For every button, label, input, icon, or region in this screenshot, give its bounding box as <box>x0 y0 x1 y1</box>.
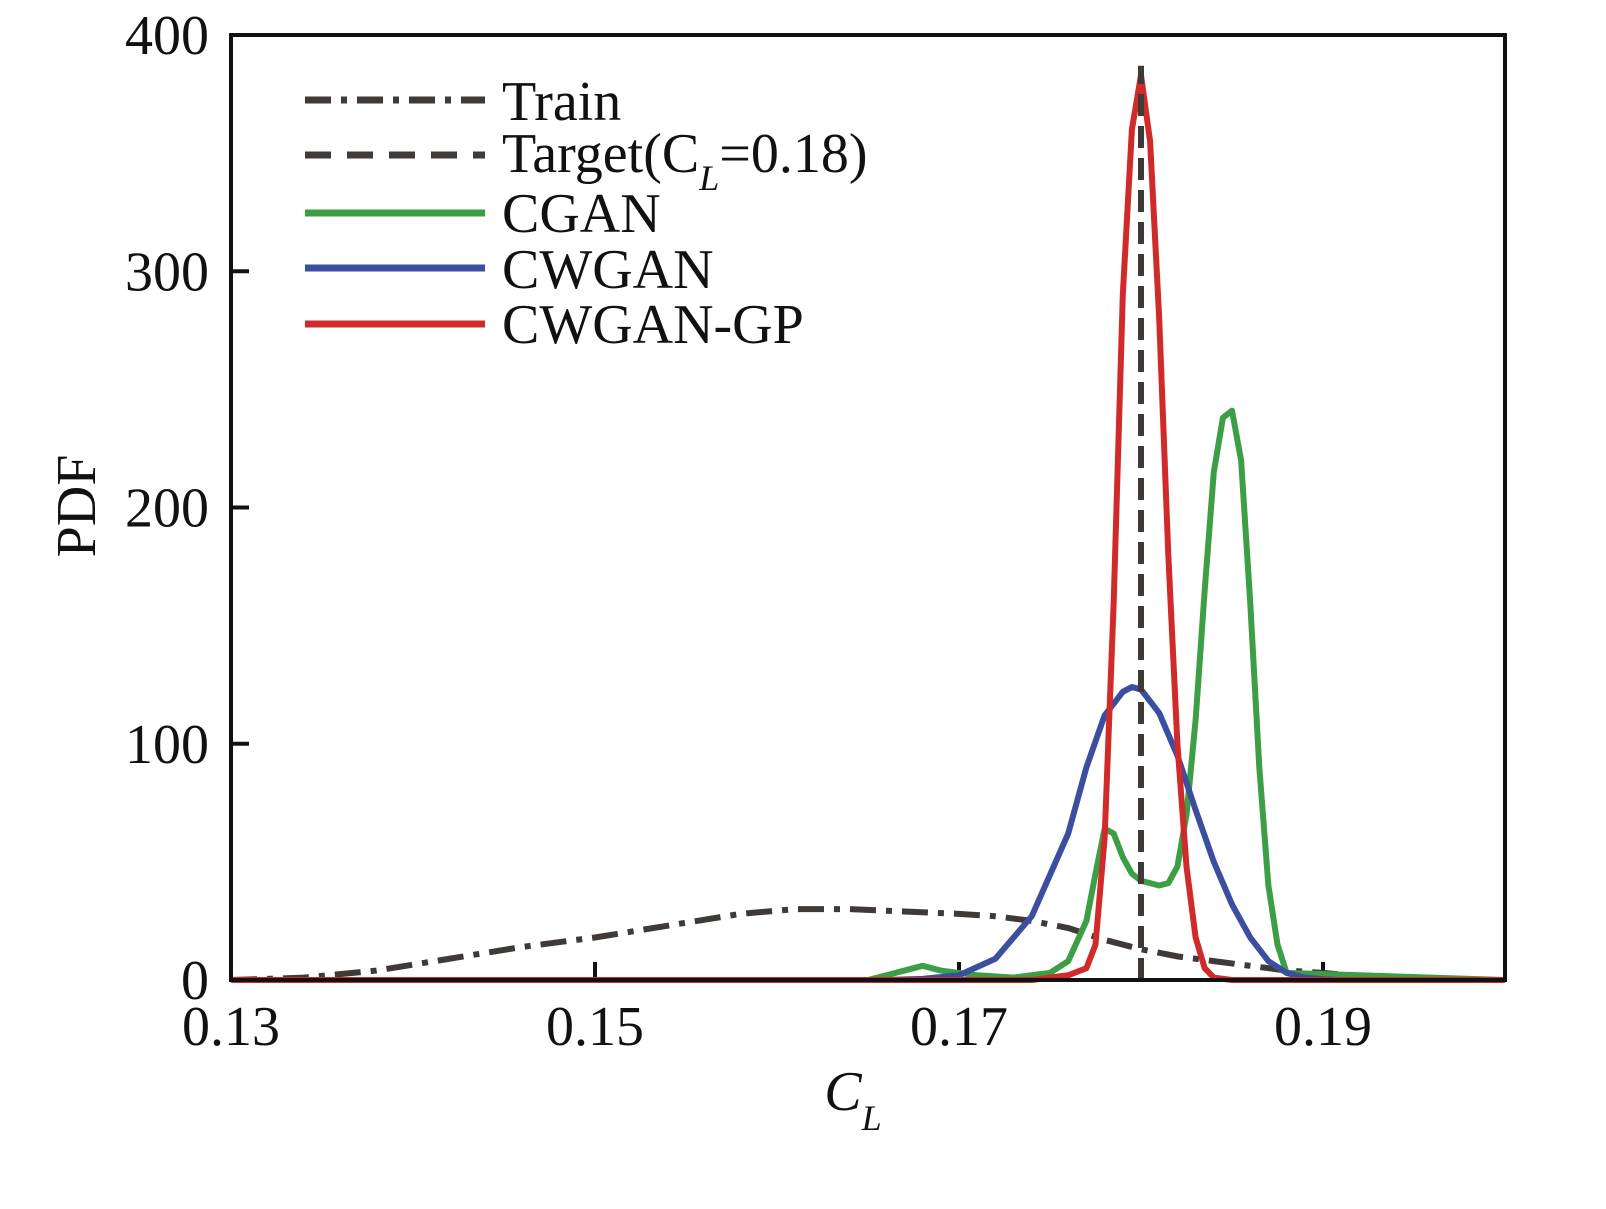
x-tick-label: 0.15 <box>546 996 644 1058</box>
x-axis-label-sub: L <box>861 1098 882 1138</box>
series-line-cwgan-gp <box>231 72 1505 983</box>
y-tick-label: 100 <box>125 714 209 776</box>
x-axis-label: CL <box>824 1061 881 1138</box>
series-line-cgan <box>231 407 1506 983</box>
y-tick-label: 0 <box>181 950 209 1012</box>
legend-label-cwgan: CWGAN <box>502 239 714 301</box>
plot-frame <box>229 33 1507 982</box>
y-tick-label: 400 <box>125 5 209 67</box>
y-tick-label: 300 <box>125 241 209 303</box>
x-tick-label: 0.13 <box>182 996 280 1058</box>
legend-label-target: Target(CL=0.18) <box>502 123 867 198</box>
series-layer <box>230 65 1506 983</box>
axis-ticks: 0.13 0.15 0.17 0.19 0 100 200 300 400 <box>125 5 1372 1058</box>
series-line-train <box>230 906 1506 983</box>
series-line-cwgan <box>231 684 1505 983</box>
legend-target-sub: L <box>698 158 719 198</box>
y-tick-label: 200 <box>125 478 209 540</box>
legend-target-tail: =0.18) <box>719 123 867 185</box>
x-tick-label: 0.19 <box>1274 996 1372 1058</box>
legend-target-main: Target(C <box>502 123 699 185</box>
legend-label-cgan: CGAN <box>502 183 661 245</box>
x-tick-label: 0.17 <box>910 996 1008 1058</box>
legend-label-train: Train <box>502 71 621 133</box>
legend: Train Target(CL=0.18) CGAN CWGAN CWGAN-G… <box>305 71 867 356</box>
x-axis-label-main: C <box>824 1061 862 1123</box>
y-axis-label: PDF <box>46 455 108 558</box>
legend-label-cwgan-gp: CWGAN-GP <box>502 294 804 356</box>
